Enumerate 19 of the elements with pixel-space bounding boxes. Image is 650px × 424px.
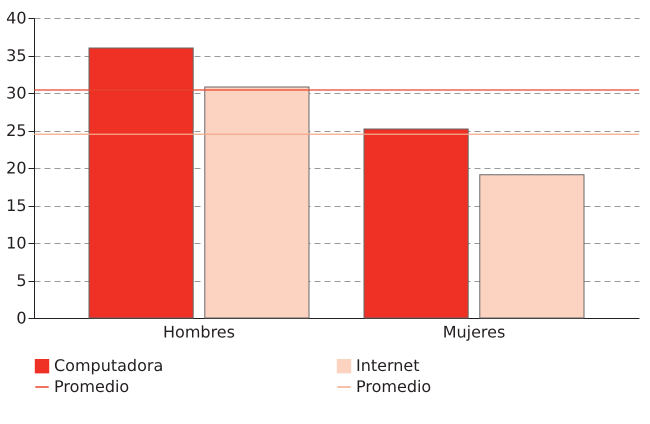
bar: [364, 128, 469, 318]
y-tick-label: 15: [6, 196, 26, 215]
x-tick-label: Mujeres: [442, 322, 506, 342]
bar: [88, 48, 194, 318]
legend-label: Internet: [356, 356, 420, 376]
legend-label: Promedio: [356, 377, 432, 396]
bar: [479, 174, 584, 318]
legend-label: Computadora: [54, 356, 164, 376]
y-tick-label: 0: [16, 308, 26, 328]
bar: [204, 86, 310, 318]
y-tick-label: 35: [6, 46, 26, 65]
legend-label: Promedio: [54, 377, 130, 396]
y-tick-label: 25: [6, 121, 26, 140]
y-tick-label: 5: [16, 271, 26, 290]
y-tick-label: 30: [6, 84, 26, 102]
y-tick-label: 10: [6, 234, 26, 252]
y-tick-label: 20: [6, 158, 26, 178]
y-tick-label: 40: [6, 8, 26, 28]
x-tick-label: Hombres: [163, 322, 235, 342]
